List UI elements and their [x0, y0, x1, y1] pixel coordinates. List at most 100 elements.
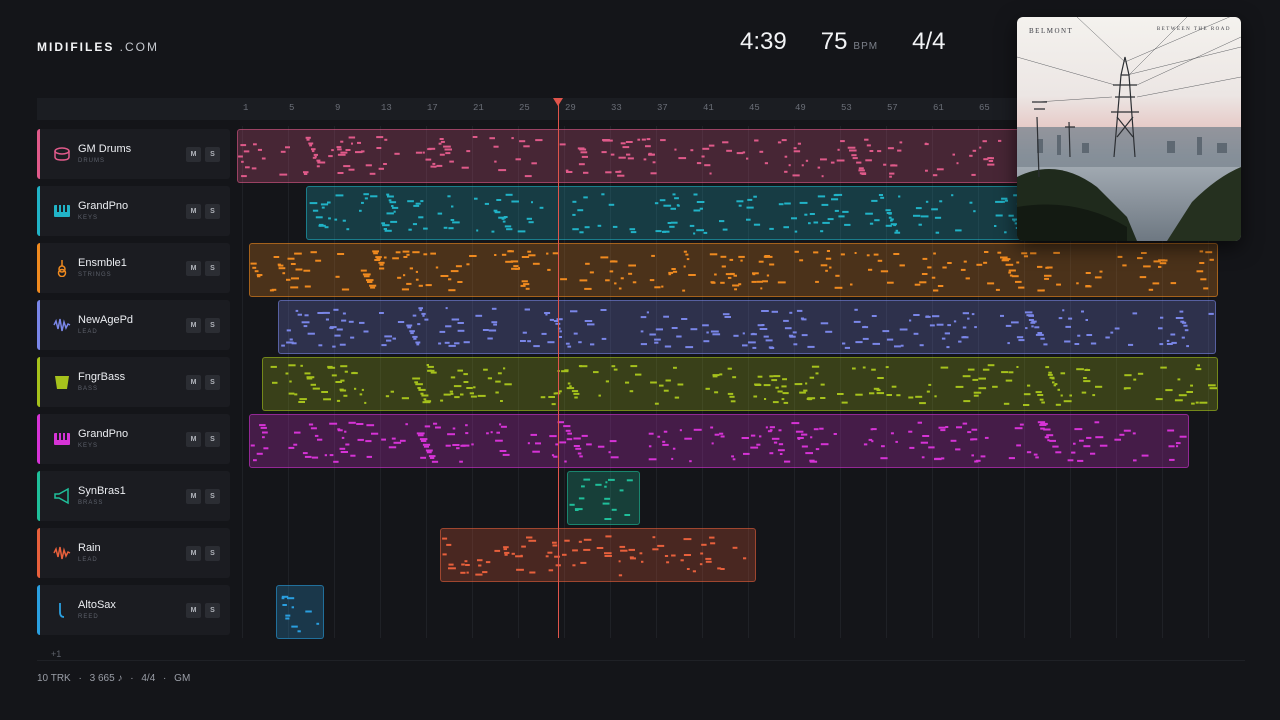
solo-button[interactable]: S [205, 147, 220, 162]
midi-clip[interactable] [567, 471, 640, 525]
piano-keys-icon [53, 202, 71, 220]
solo-button[interactable]: S [205, 603, 220, 618]
logo: MIDIFILES .COM [37, 40, 160, 54]
grid-line [1024, 126, 1025, 638]
track-header[interactable]: GrandPno KEYS M S [37, 186, 230, 236]
ruler-tick: 1 [243, 103, 249, 113]
grid-line [886, 126, 887, 638]
solo-button[interactable]: S [205, 318, 220, 333]
midi-clip[interactable] [249, 243, 1218, 297]
mute-button[interactable]: M [186, 546, 201, 561]
ruler-tick: 57 [887, 103, 898, 113]
mute-button[interactable]: M [186, 489, 201, 504]
timeline-ruler[interactable]: 1 5 9 13 17 21 25 29 33 37 41 45 49 53 57 61 65 [37, 98, 1037, 120]
mute-button[interactable]: M [186, 147, 201, 162]
grid-line [1208, 126, 1209, 638]
track-category: LEAD [78, 557, 98, 563]
ruler-tick: 25 [519, 103, 530, 113]
transport-display: 4:39 75 BPM 4/4 [740, 28, 945, 56]
clip-notes [270, 364, 1217, 406]
track-category: BASS [78, 386, 99, 392]
track-header[interactable]: AltoSax REED M S [37, 585, 230, 635]
clip-notes [281, 307, 1214, 349]
grid-line [978, 126, 979, 638]
mute-button[interactable]: M [186, 432, 201, 447]
solo-button[interactable]: S [205, 546, 220, 561]
grid-line [794, 126, 795, 638]
horn-icon [53, 487, 71, 505]
track-color-stripe [37, 585, 40, 635]
track-name: FngrBass [78, 371, 126, 383]
track-category: DRUMS [78, 158, 105, 164]
grid-line [288, 126, 289, 638]
mute-button[interactable]: M [186, 375, 201, 390]
track-header[interactable]: GrandPno KEYS M S [37, 414, 230, 464]
track-color-stripe [37, 186, 40, 236]
solo-button[interactable]: S [205, 261, 220, 276]
grid-line [518, 126, 519, 638]
track-header[interactable]: SynBras1 BRASS M S [37, 471, 230, 521]
tempo-value: 75 [820, 28, 848, 55]
track-header[interactable]: Rain LEAD M S [37, 528, 230, 578]
midi-clip[interactable] [440, 528, 756, 582]
saxophone-icon [53, 601, 71, 619]
midi-clip[interactable] [306, 186, 1072, 240]
grid-line [610, 126, 611, 638]
solo-button[interactable]: S [205, 432, 220, 447]
song-time: 4:39 [740, 28, 787, 55]
time-signature: 4/4 [912, 28, 946, 55]
track-header[interactable]: NewAgePd LEAD M S [37, 300, 230, 350]
ruler-tick: 65 [979, 103, 990, 113]
midi-clip[interactable] [276, 585, 324, 639]
track-color-stripe [37, 243, 40, 293]
mute-button[interactable]: M [186, 204, 201, 219]
ruler-tick: 37 [657, 103, 668, 113]
waveform-icon [53, 316, 71, 334]
mute-button[interactable]: M [186, 318, 201, 333]
ruler-tick: 33 [611, 103, 622, 113]
ruler-tick: 29 [565, 103, 576, 113]
midi-clip[interactable] [278, 300, 1216, 354]
grid-line [334, 126, 335, 638]
status-standard: GM [174, 673, 191, 684]
track-color-stripe [37, 414, 40, 464]
midi-clip[interactable] [249, 414, 1189, 468]
waveform-icon [53, 544, 71, 562]
grid-line [932, 126, 933, 638]
album-art: BELMONT BETWEEN THE ROAD [1017, 17, 1241, 241]
track-name: GrandPno [78, 428, 129, 440]
clip-notes [238, 136, 1068, 178]
track-category: BRASS [78, 500, 104, 506]
ruler-tick: 49 [795, 103, 806, 113]
track-header[interactable]: Ensmble1 STRINGS M S [37, 243, 230, 293]
midi-clip[interactable] [262, 357, 1218, 411]
midi-clip[interactable] [237, 129, 1072, 183]
clip-notes [281, 595, 320, 633]
track-color-stripe [37, 129, 40, 179]
track-name: SynBras1 [78, 485, 126, 497]
track-category: KEYS [78, 215, 99, 221]
track-count: 10 TRK [37, 673, 71, 684]
clip-notes [309, 193, 1065, 235]
track-header[interactable]: FngrBass BASS M S [37, 357, 230, 407]
grid-line [840, 126, 841, 638]
grid-line [472, 126, 473, 638]
more-tracks-indicator[interactable]: +1 [51, 649, 62, 659]
playhead[interactable] [558, 104, 559, 638]
album-art-photo [1017, 17, 1241, 241]
track-color-stripe [37, 471, 40, 521]
track-name: GrandPno [78, 200, 129, 212]
grid-line [748, 126, 749, 638]
track-header[interactable]: GM Drums DRUMS M S [37, 129, 230, 179]
solo-button[interactable]: S [205, 204, 220, 219]
mute-button[interactable]: M [186, 603, 201, 618]
playhead-marker-icon[interactable] [553, 98, 563, 106]
solo-button[interactable]: S [205, 375, 220, 390]
mute-button[interactable]: M [186, 261, 201, 276]
album-title: BELMONT [1029, 27, 1074, 35]
tempo-unit: BPM [853, 41, 879, 52]
solo-button[interactable]: S [205, 489, 220, 504]
grid-line [564, 126, 565, 638]
note-count: 3 665 ♪ [89, 673, 123, 684]
track-name: AltoSax [78, 599, 116, 611]
